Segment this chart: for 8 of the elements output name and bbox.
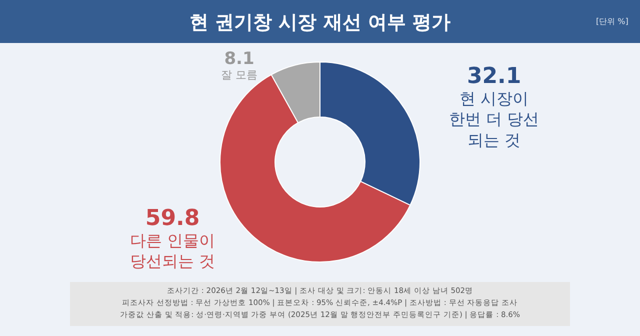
slice-label: 잘 모름	[221, 68, 258, 82]
data-label: 8.1	[224, 49, 254, 69]
text: [단위 %]	[596, 17, 628, 26]
chart-title: 현 권기창 시장 재선 여부 평가	[189, 12, 451, 34]
data-label: 32.1	[466, 64, 522, 89]
slice-label: 다른 인물이 당선되는 것	[130, 230, 216, 271]
data-label: 59.8	[145, 206, 200, 231]
slice-label: 현 시장이 한번 더 당선 되는 것	[449, 88, 540, 150]
